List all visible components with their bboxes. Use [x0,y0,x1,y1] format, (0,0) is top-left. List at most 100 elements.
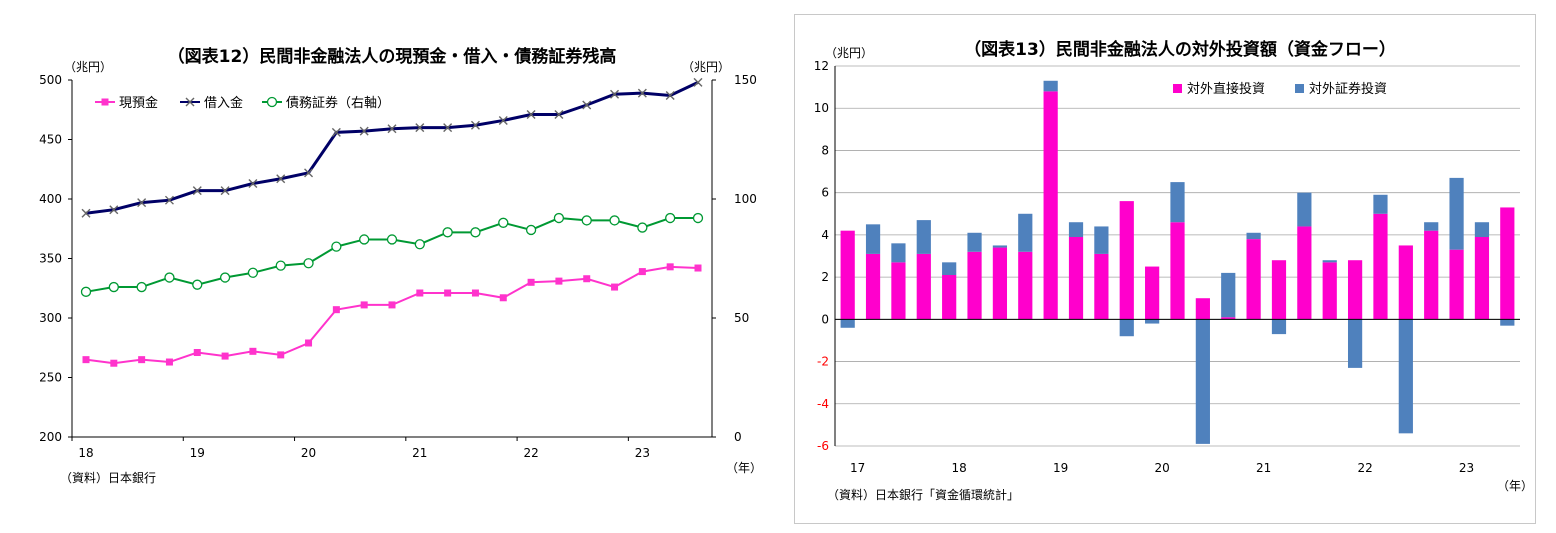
right-bar-1 [942,262,957,275]
left-legend-item-0: 現預金 [95,95,158,111]
left-data-point-0 [583,275,591,283]
left-y-tick-label: 400 [39,192,62,206]
right-bar-1 [1424,222,1439,231]
left-y-tick-label: 200 [39,430,62,444]
right-bar-1 [1398,319,1413,434]
right-bar-0 [1094,253,1109,320]
left-data-point-1 [693,77,703,87]
left-y-tick-label: 500 [39,73,62,87]
right-bar-0 [1449,249,1464,320]
right-legend-label: 対外証券投資 [1309,81,1387,97]
right-bar-1 [1500,319,1515,326]
left-data-point-2 [359,234,370,245]
right-y-tick-label: 2 [821,270,829,284]
right-bar-0 [1424,230,1439,320]
right-y-tick-label: 8 [821,143,829,157]
left-data-point-0 [138,356,146,364]
right-chart-panel: （図表13）民間非金融法人の対外投資額（資金フロー） （兆円） （年） （資料）… [794,14,1536,524]
left-legend-label: 現預金 [119,95,158,111]
left-data-point-1 [637,88,647,98]
left-data-point-0 [249,347,257,355]
right-bar-0 [1119,201,1134,320]
left-y-tick-label: 250 [39,371,62,385]
right-y-tick-label: 12 [814,59,829,73]
left-data-point-0 [360,301,368,309]
left-legend-item-2: 債務証券（右軸） [262,95,390,111]
left-data-point-2 [386,234,398,245]
left-data-point-2 [108,281,119,293]
right-y-tick-label: 6 [821,186,829,200]
left-data-point-1 [415,123,425,133]
right-x-tick-label: 20 [1154,461,1169,475]
right-bar-0 [1474,237,1490,320]
left-data-point-1 [610,89,620,99]
left-data-point-0 [666,263,674,271]
right-bar-0 [916,253,931,320]
left-data-point-2 [80,286,92,297]
left-data-point-0 [305,339,313,347]
right-x-tick-label: 22 [1357,461,1372,475]
left-legend: 現預金 借入金 債務証券（右軸） [95,95,390,111]
left-data-point-0 [416,289,424,297]
right-y-tick-label: -6 [817,439,829,453]
right-bar-0 [865,253,881,320]
right-y-tick-label: 150 [734,73,757,87]
right-bar-0 [1271,260,1287,320]
left-data-point-0 [165,358,173,366]
left-data-point-2 [303,258,314,269]
left-data-point-1 [331,127,341,137]
right-bar-1 [1145,319,1160,324]
right-bar-1 [1043,80,1058,92]
left-data-point-2 [192,279,203,290]
right-bars [840,80,1515,444]
left-data-point-1 [443,123,453,133]
right-bar-1 [1271,319,1287,335]
right-bar-0 [1043,91,1058,320]
left-series-line-1 [85,81,699,215]
left-data-point-1 [304,168,314,178]
left-line-chart: （図表12）民間非金融法人の現預金・借入・債務証券残高 （兆円） （兆円） （年… [39,46,762,485]
left-data-point-0 [638,268,646,276]
right-bar-0 [891,262,906,320]
left-series-line-2 [85,217,698,293]
left-data-point-1 [470,120,480,130]
right-bar-0 [1322,262,1337,320]
right-bar-1 [1322,260,1337,263]
left-legend-marker [185,97,195,107]
right-bar-1 [1297,192,1312,227]
left-x-axis-label: （年） [726,461,762,475]
right-bar-1 [1221,272,1236,318]
right-chart-title: （図表13）民間非金融法人の対外投資額（資金フロー） [964,39,1396,60]
left-data-point-1 [554,110,564,120]
left-data-point-2 [442,227,453,238]
right-bar-0 [1373,213,1388,320]
left-data-point-0 [193,349,201,357]
right-x-tick-label: 21 [1256,461,1271,475]
right-legend-item-1: 対外証券投資 [1295,81,1387,97]
right-bar-0 [1221,317,1236,320]
left-unit-right: （兆円） [682,60,730,74]
left-y-tick-label: 300 [39,311,62,325]
left-x-tick-label: 21 [412,446,427,460]
left-data-point-0 [527,278,535,286]
left-data-point-1 [498,115,508,125]
right-bar-1 [840,319,855,328]
right-bar-chart: （図表13）民間非金融法人の対外投資額（資金フロー） （兆円） （年） （資料）… [814,39,1533,502]
right-bar-0 [1297,226,1312,320]
right-y-tick-label: 4 [821,228,829,242]
right-legend-item-0: 対外直接投資 [1173,81,1265,97]
right-bar-1 [865,224,881,254]
right-bar-1 [1246,232,1261,240]
right-bar-0 [1347,260,1363,320]
left-data-point-0 [611,283,619,291]
right-y-tick-label: 0 [821,312,829,326]
left-data-point-0 [277,351,285,359]
left-data-point-2 [414,239,425,250]
right-bar-0 [840,230,855,320]
right-bar-0 [1170,222,1185,320]
left-x-tick-label: 19 [190,446,205,460]
right-source-note: （資料）日本銀行「資金循環統計」 [827,487,1019,502]
right-bar-0 [967,251,982,320]
left-data-point-2 [219,272,231,283]
left-data-point-2 [136,281,147,293]
